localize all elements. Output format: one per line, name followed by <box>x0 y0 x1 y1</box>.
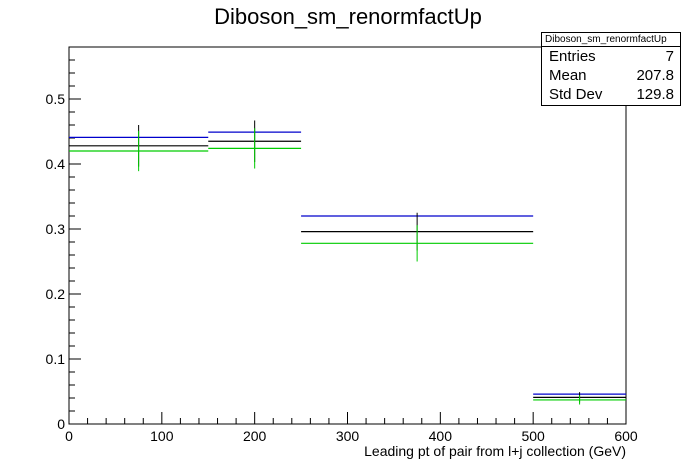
stats-box-title: Diboson_sm_renormfactUp <box>542 33 680 47</box>
y-tick-label: 0.5 <box>46 91 66 107</box>
stats-value: 207.8 <box>636 67 674 84</box>
x-tick-label: 0 <box>65 428 73 444</box>
y-tick-label: 0 <box>57 416 65 432</box>
chart-title: Diboson_sm_renormfactUp <box>214 4 482 29</box>
y-tick-label: 0.4 <box>46 156 66 172</box>
stats-box: Diboson_sm_renormfactUp Entries 7 Mean 2… <box>541 32 681 106</box>
y-tick-label: 0.2 <box>46 286 66 302</box>
stats-row-stddev: Std Dev 129.8 <box>542 85 680 104</box>
x-axis-label: Leading pt of pair from l+j collection (… <box>364 443 626 459</box>
stats-value: 7 <box>665 48 674 65</box>
x-tick-label: 600 <box>614 428 638 444</box>
stats-label: Entries <box>549 48 596 65</box>
stats-row-entries: Entries 7 <box>542 47 680 66</box>
stats-row-mean: Mean 207.8 <box>542 66 680 85</box>
x-tick-label: 200 <box>243 428 267 444</box>
histogram-marks <box>69 120 626 405</box>
stats-label: Std Dev <box>549 86 603 103</box>
x-tick-label: 500 <box>521 428 545 444</box>
stats-label: Mean <box>549 67 587 84</box>
x-tick-label: 400 <box>429 428 453 444</box>
stats-value: 129.8 <box>636 86 674 103</box>
axes: 0 100 200 300 400 500 600 0 0.1 0.2 0.3 0.4 0.5 <box>46 46 638 444</box>
x-tick-label: 100 <box>150 428 174 444</box>
x-tick-label: 300 <box>336 428 360 444</box>
y-tick-label: 0.1 <box>46 351 66 367</box>
y-tick-label: 0.3 <box>46 221 66 237</box>
